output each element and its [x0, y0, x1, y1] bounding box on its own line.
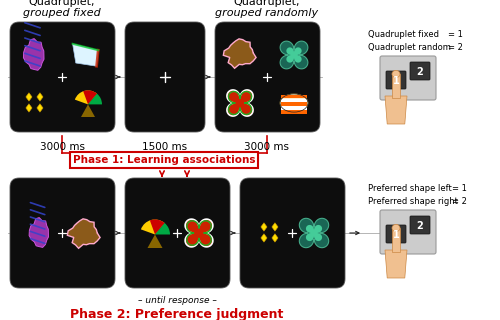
FancyBboxPatch shape — [125, 178, 230, 288]
FancyBboxPatch shape — [386, 71, 406, 89]
Text: = 1: = 1 — [452, 184, 467, 193]
Polygon shape — [81, 104, 95, 117]
Text: 1: 1 — [392, 76, 400, 86]
FancyBboxPatch shape — [240, 178, 345, 288]
FancyBboxPatch shape — [380, 56, 436, 100]
Polygon shape — [385, 250, 407, 278]
Polygon shape — [37, 104, 43, 112]
Polygon shape — [272, 223, 278, 231]
Polygon shape — [300, 218, 328, 248]
Polygon shape — [72, 44, 98, 66]
Bar — [282, 110, 306, 114]
Polygon shape — [224, 39, 256, 68]
Wedge shape — [155, 223, 170, 235]
Bar — [282, 102, 306, 106]
Text: = 1: = 1 — [448, 30, 463, 39]
Polygon shape — [261, 234, 267, 242]
Polygon shape — [272, 234, 278, 242]
Text: 3000 ms: 3000 ms — [40, 142, 84, 152]
Wedge shape — [88, 94, 102, 104]
Polygon shape — [261, 223, 267, 231]
FancyBboxPatch shape — [10, 22, 115, 132]
Text: Quadruplet,: Quadruplet, — [29, 0, 95, 7]
Text: 1: 1 — [392, 230, 400, 240]
Text: Phase 2: Preference judgment: Phase 2: Preference judgment — [70, 308, 284, 320]
Text: Phase 1: Learning associations: Phase 1: Learning associations — [73, 155, 256, 165]
Text: 2: 2 — [416, 221, 424, 231]
Polygon shape — [26, 104, 32, 112]
Polygon shape — [68, 219, 100, 248]
Bar — [392, 228, 400, 252]
Polygon shape — [280, 41, 308, 69]
Polygon shape — [185, 219, 213, 247]
Polygon shape — [286, 47, 302, 63]
Polygon shape — [306, 225, 322, 241]
Bar — [282, 95, 306, 98]
Polygon shape — [227, 90, 253, 116]
Text: grouped fixed: grouped fixed — [23, 8, 101, 18]
Ellipse shape — [392, 224, 400, 232]
Text: – until response –: – until response – — [138, 296, 216, 305]
Polygon shape — [26, 93, 32, 101]
Text: Quadruplet,: Quadruplet, — [234, 0, 300, 7]
FancyBboxPatch shape — [125, 22, 205, 132]
Polygon shape — [385, 96, 407, 124]
FancyBboxPatch shape — [215, 22, 320, 132]
FancyBboxPatch shape — [10, 178, 115, 288]
FancyBboxPatch shape — [386, 225, 406, 243]
Bar — [282, 106, 306, 110]
Text: 2: 2 — [416, 67, 424, 77]
Text: Quadruplet random: Quadruplet random — [368, 43, 451, 52]
Polygon shape — [24, 39, 44, 70]
Text: = 2: = 2 — [448, 43, 463, 52]
Polygon shape — [29, 218, 48, 247]
Polygon shape — [148, 235, 162, 248]
Bar — [282, 99, 306, 102]
Text: Quadruplet fixed: Quadruplet fixed — [368, 30, 439, 39]
FancyBboxPatch shape — [410, 216, 430, 234]
Text: 1500 ms: 1500 ms — [142, 142, 188, 152]
Ellipse shape — [280, 94, 308, 112]
Text: = 2: = 2 — [452, 197, 467, 206]
Ellipse shape — [392, 70, 400, 77]
Polygon shape — [37, 93, 43, 101]
Wedge shape — [75, 91, 97, 104]
Wedge shape — [141, 220, 165, 235]
FancyBboxPatch shape — [380, 210, 436, 254]
Wedge shape — [150, 220, 164, 235]
Text: 3000 ms: 3000 ms — [244, 142, 290, 152]
Wedge shape — [83, 91, 97, 104]
Bar — [392, 74, 400, 98]
Text: Preferred shape right: Preferred shape right — [368, 197, 458, 206]
FancyBboxPatch shape — [410, 62, 430, 80]
Text: grouped randomly: grouped randomly — [216, 8, 318, 18]
Text: Preferred shape left: Preferred shape left — [368, 184, 452, 193]
